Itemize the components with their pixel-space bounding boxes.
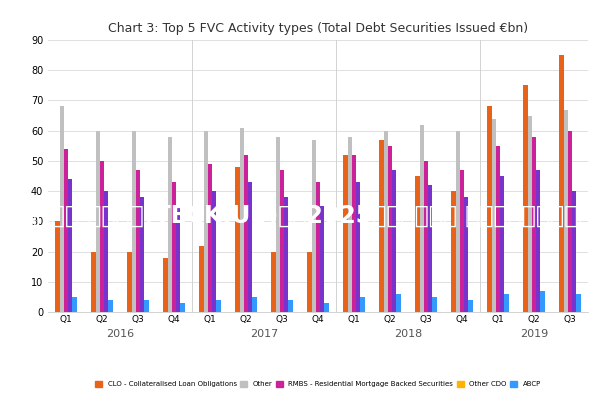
Bar — [217, 300, 221, 312]
Bar — [433, 297, 437, 312]
Bar — [55, 221, 59, 312]
Bar — [505, 294, 509, 312]
Bar — [316, 182, 320, 312]
Bar — [397, 294, 401, 312]
Bar — [253, 297, 257, 312]
Bar — [487, 106, 491, 312]
Bar — [428, 185, 433, 312]
Bar — [500, 176, 505, 312]
Bar — [289, 300, 293, 312]
Bar — [563, 110, 568, 312]
Bar — [172, 182, 176, 312]
Bar — [320, 206, 325, 312]
Bar — [64, 149, 68, 312]
Bar — [451, 191, 455, 312]
Bar — [343, 155, 347, 312]
Bar — [239, 128, 244, 312]
Bar — [163, 258, 167, 312]
Bar — [455, 131, 460, 312]
Bar — [248, 182, 253, 312]
Bar — [356, 182, 361, 312]
Bar — [181, 303, 185, 312]
Bar — [136, 170, 140, 312]
Bar — [167, 137, 172, 312]
Bar — [109, 300, 113, 312]
Bar — [145, 300, 149, 312]
Bar — [464, 197, 469, 312]
Bar — [244, 155, 248, 312]
Bar — [352, 155, 356, 312]
Legend: CLO - Collateralised Loan Obligations, Other, RMBS - Residential Mortgage Backed: CLO - Collateralised Loan Obligations, O… — [92, 378, 544, 390]
Bar — [559, 55, 563, 312]
Bar — [577, 294, 581, 312]
Bar — [424, 161, 428, 312]
Bar — [527, 116, 532, 312]
Bar — [307, 252, 311, 312]
Bar — [212, 191, 217, 312]
Bar — [176, 206, 181, 312]
Bar — [460, 170, 464, 312]
Bar — [100, 161, 104, 312]
Bar — [419, 125, 424, 312]
Bar — [383, 131, 388, 312]
Bar — [541, 291, 545, 312]
Bar — [325, 303, 329, 312]
Bar — [311, 140, 316, 312]
Bar — [532, 137, 536, 312]
Bar — [199, 246, 203, 312]
Bar — [415, 176, 419, 312]
Title: Chart 3: Top 5 FVC Activity types (Total Debt Securities Issued €bn): Chart 3: Top 5 FVC Activity types (Total… — [108, 22, 528, 35]
Bar — [392, 170, 397, 312]
Bar — [73, 297, 77, 312]
Bar — [388, 146, 392, 312]
Bar — [127, 252, 131, 312]
Bar — [271, 252, 275, 312]
Bar — [203, 131, 208, 312]
Bar — [347, 137, 352, 312]
Bar — [275, 137, 280, 312]
Text: 2017: 2017 — [250, 329, 278, 339]
Bar — [361, 297, 365, 312]
Bar — [91, 252, 95, 312]
Bar — [469, 300, 473, 312]
Text: 杠杆炒股怎样快速 泰克资源(TECK.US)预计2025年铜产量大增 四大关键项目投资助力增长: 杠杆炒股怎样快速 泰克资源(TECK.US)预计2025年铜产量大增 四大关键项… — [0, 204, 600, 228]
Bar — [379, 140, 383, 312]
Bar — [68, 179, 73, 312]
Bar — [95, 131, 100, 312]
Bar — [131, 131, 136, 312]
Bar — [496, 146, 500, 312]
Text: 2018: 2018 — [394, 329, 422, 339]
Bar — [568, 131, 572, 312]
Text: 2019: 2019 — [520, 329, 548, 339]
Bar — [59, 106, 64, 312]
Bar — [284, 197, 289, 312]
Text: 2016: 2016 — [106, 329, 134, 339]
Bar — [572, 191, 577, 312]
Bar — [536, 170, 541, 312]
Bar — [280, 170, 284, 312]
Bar — [491, 118, 496, 312]
Bar — [140, 197, 145, 312]
Bar — [235, 167, 239, 312]
Bar — [208, 164, 212, 312]
Bar — [104, 191, 109, 312]
Bar — [523, 85, 527, 312]
